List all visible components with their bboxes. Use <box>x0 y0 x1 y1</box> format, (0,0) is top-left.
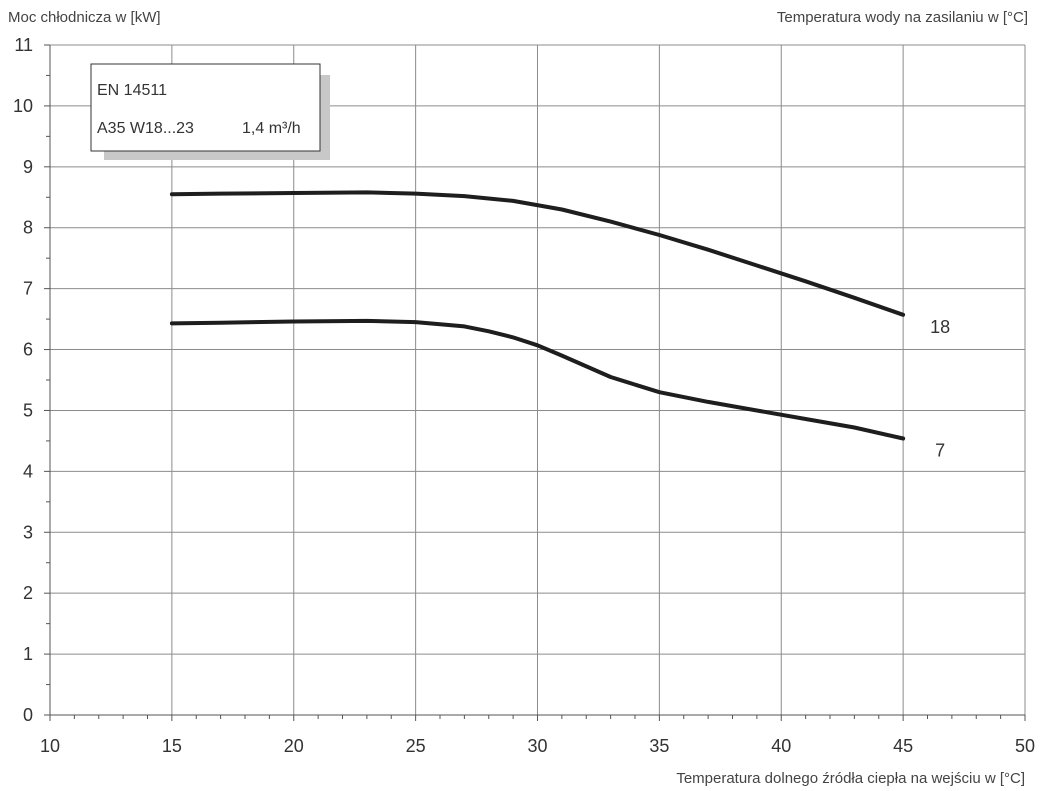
x-tick-label: 35 <box>649 736 669 756</box>
y-tick-label: 9 <box>23 157 33 177</box>
y-tick-label: 6 <box>23 340 33 360</box>
y-tick-label: 5 <box>23 400 33 420</box>
x-tick-label: 45 <box>893 736 913 756</box>
y-tick-label: 7 <box>23 279 33 299</box>
y-tick-label: 0 <box>23 705 33 725</box>
legend-flow: 1,4 m³/h <box>242 120 301 137</box>
x-tick-label: 30 <box>527 736 547 756</box>
y-tick-label: 3 <box>23 522 33 542</box>
series-line-7 <box>169 318 906 441</box>
x-tick-label: 20 <box>284 736 304 756</box>
x-tick-label: 40 <box>771 736 791 756</box>
series-label-7: 7 <box>935 440 945 460</box>
axis-layer <box>44 44 1026 721</box>
series-line-18 <box>169 190 906 317</box>
y-axis-title: Moc chłodnicza w [kW] <box>8 9 161 26</box>
x-tick-label: 15 <box>162 736 182 756</box>
x-tick-label: 10 <box>40 736 60 756</box>
series-label-18: 18 <box>930 317 950 337</box>
legend-box: EN 14511 A35 W18...23 1,4 m³/h <box>90 63 330 160</box>
y-tick-label: 2 <box>23 583 33 603</box>
legend-frame <box>90 63 321 152</box>
x-tick-label: 25 <box>406 736 426 756</box>
legend-standard: EN 14511 <box>97 82 167 99</box>
legend-conditions: A35 W18...23 <box>97 120 194 137</box>
y-tick-label: 1 <box>23 644 33 664</box>
y-tick-label: 11 <box>14 35 33 55</box>
y-tick-label: 4 <box>23 461 33 481</box>
series-title: Temperatura wody na zasilaniu w [°C] <box>777 9 1028 26</box>
label-layer: Moc chłodnicza w [kW] Temperatura wody n… <box>8 9 1035 787</box>
x-axis-title: Temperatura dolnego źródła ciepła na wej… <box>676 770 1025 787</box>
grid-layer <box>50 44 1026 715</box>
y-tick-label: 10 <box>13 96 33 116</box>
series-layer <box>169 190 906 441</box>
y-tick-label: 8 <box>23 218 33 238</box>
x-tick-label: 50 <box>1015 736 1035 756</box>
